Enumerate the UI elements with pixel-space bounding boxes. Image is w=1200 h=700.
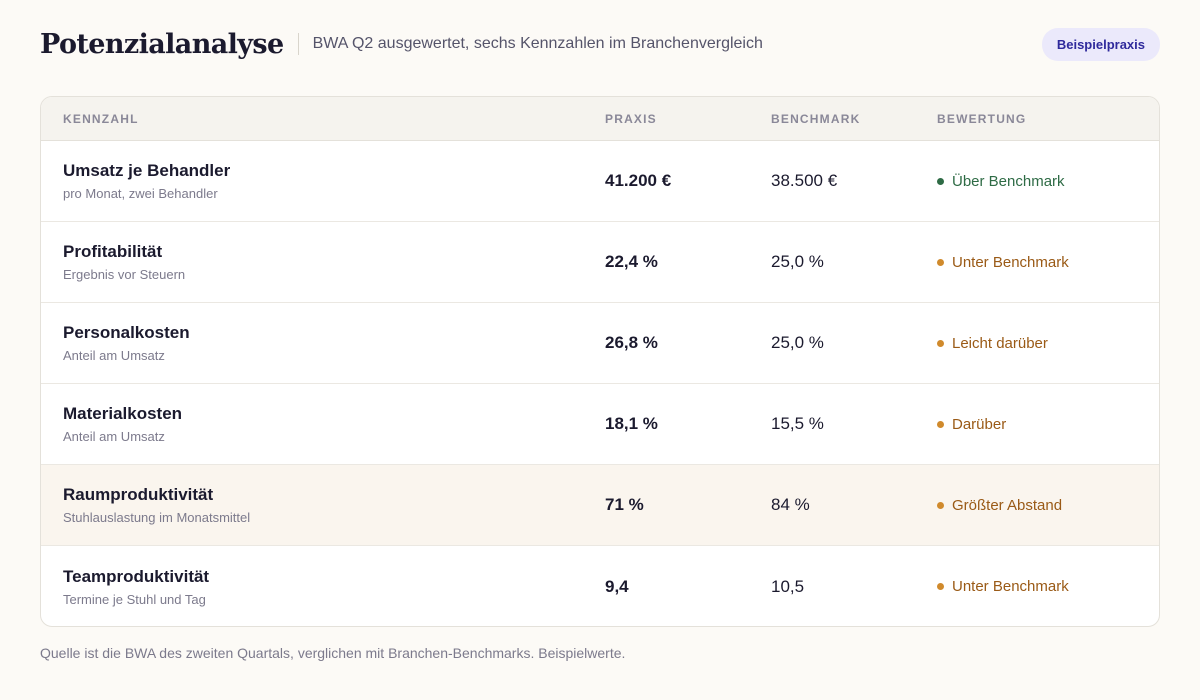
status-dot-icon	[937, 177, 944, 185]
rating-label: Größter Abstand	[952, 496, 1063, 514]
table-row[interactable]: Teamproduktivität Termine je Stuhl und Ta…	[41, 546, 1159, 626]
benchmark-value: 25,0 %	[771, 252, 824, 271]
kpi-label: Umsatz je Behandler pro Monat, zwei Behan…	[63, 161, 230, 201]
praxis-value: 9,4	[605, 576, 629, 596]
kpi-label: Profitabilität Ergebnis vor Steuern	[63, 242, 185, 282]
praxis-value: 71 %	[605, 495, 644, 514]
rating-status: Größter Abstand	[937, 497, 1062, 514]
page-subtitle: BWA Q2 ausgewertet, sechs Kennzahlen im …	[312, 35, 763, 52]
column-header-praxis[interactable]: PRAXIS	[605, 111, 657, 126]
kpi-description: Ergebnis vor Steuern	[63, 267, 186, 282]
kpi-name: Raumproduktivität	[63, 485, 214, 504]
header-divider	[297, 33, 299, 55]
rating-status: Über Benchmark	[937, 173, 1065, 190]
kpi-description: pro Monat, zwei Behandler	[63, 186, 218, 201]
table-header: KENNZAHL PRAXIS BENCHMARK BEWERTUNG	[41, 97, 1159, 141]
praxis-value: 26,8 %	[605, 333, 658, 352]
page-title: Potenzialanalyse	[40, 28, 284, 60]
rating-status: Leicht darüber	[937, 335, 1048, 352]
kpi-label: Teamproduktivität Termine je Stuhl und Ta…	[63, 567, 209, 607]
praxis-value: 41.200 €	[605, 171, 672, 190]
rating-label: Unter Benchmark	[952, 578, 1069, 595]
status-dot-icon	[937, 583, 944, 590]
kpi-label: Raumproduktivität Stuhlauslastung im Mona…	[63, 485, 250, 525]
kpi-name: Profitabilität	[63, 242, 163, 261]
status-dot-icon	[937, 501, 944, 509]
kpi-name: Personalkosten	[63, 323, 190, 342]
rating-status: Darüber	[937, 416, 1006, 433]
rating-label: Über Benchmark	[952, 172, 1065, 190]
benchmark-value: 38.500 €	[771, 171, 838, 190]
kpi-table: KENNZAHL PRAXIS BENCHMARK BEWERTUNG Umsa…	[40, 96, 1160, 627]
kpi-name: Materialkosten	[63, 404, 183, 423]
status-dot-icon	[937, 420, 944, 428]
rating-status: Unter Benchmark	[937, 578, 1069, 595]
table-row[interactable]: Profitabilität Ergebnis vor Steuern 22,4 %…	[41, 222, 1159, 303]
praxis-value: 18,1 %	[605, 414, 658, 433]
rating-label: Leicht darüber	[952, 334, 1048, 352]
kpi-label: Materialkosten Anteil am Umsatz	[63, 404, 182, 444]
rating-label: Darüber	[952, 415, 1007, 433]
table-row[interactable]: Personalkosten Anteil am Umsatz 26,8 % 25,0…	[41, 303, 1159, 384]
kpi-label: Personalkosten Anteil am Umsatz	[63, 323, 190, 363]
rating-status: Unter Benchmark	[937, 254, 1069, 271]
page-header: Potenzialanalyse BWA Q2 ausgewertet, sec…	[40, 26, 1160, 62]
table-body: Umsatz je Behandler pro Monat, zwei Behan…	[41, 141, 1159, 626]
table-row[interactable]: Raumproduktivität Stuhlauslastung im Mona…	[41, 465, 1159, 546]
column-header-benchmark[interactable]: BENCHMARK	[771, 111, 861, 126]
kpi-name: Teamproduktivität	[63, 566, 210, 586]
table-row[interactable]: Materialkosten Anteil am Umsatz 18,1 % 15,5…	[41, 384, 1159, 465]
kpi-description: Stuhlauslastung im Monatsmittel	[63, 510, 251, 525]
benchmark-value: 25,0 %	[771, 333, 824, 352]
column-header-kennzahl[interactable]: KENNZAHL	[63, 111, 139, 126]
table-row[interactable]: Umsatz je Behandler pro Monat, zwei Behan…	[41, 141, 1159, 222]
status-dot-icon	[937, 258, 944, 266]
benchmark-value: 84 %	[771, 495, 810, 514]
kpi-description: Anteil am Umsatz	[63, 429, 165, 444]
kpi-description: Anteil am Umsatz	[63, 348, 165, 363]
column-header-bewertung[interactable]: BEWERTUNG	[937, 111, 1027, 126]
kpi-description: Termine je Stuhl und Tag	[63, 591, 206, 607]
benchmark-value: 10,5	[771, 576, 805, 596]
praxis-value: 22,4 %	[605, 252, 658, 271]
kpi-name: Umsatz je Behandler	[63, 161, 231, 180]
practice-badge[interactable]: Beispielpraxis	[1041, 27, 1160, 61]
status-dot-icon	[937, 339, 944, 347]
source-note: Quelle ist die BWA des zweiten Quartals,…	[40, 645, 626, 661]
rating-label: Unter Benchmark	[952, 253, 1069, 271]
benchmark-value: 15,5 %	[771, 414, 824, 433]
